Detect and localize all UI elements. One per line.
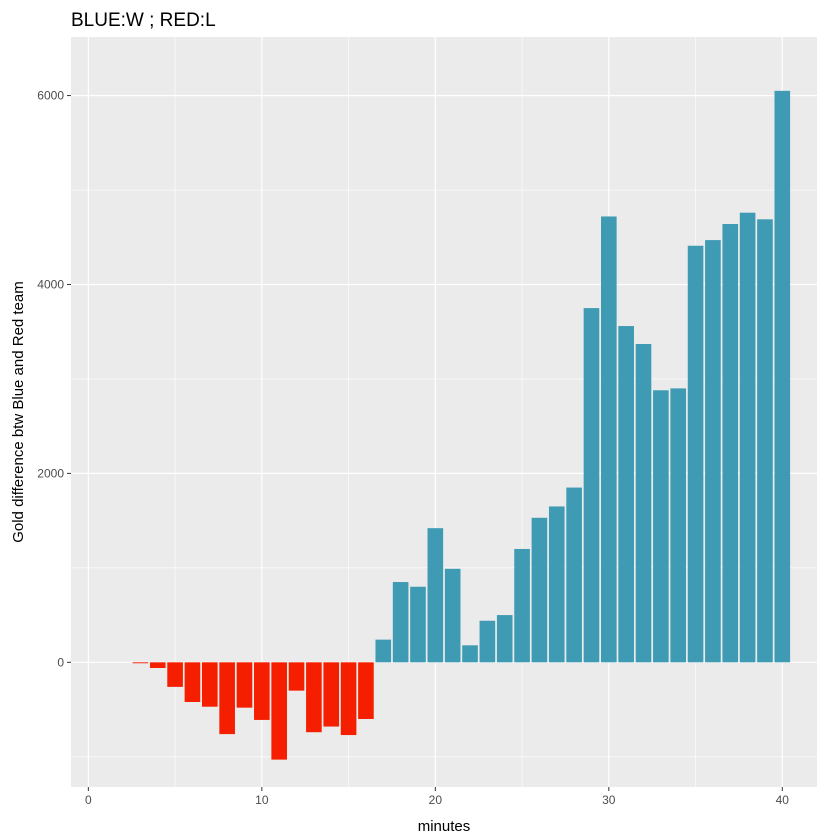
bar-positive xyxy=(653,390,669,663)
bar-positive xyxy=(375,639,392,663)
bar-positive xyxy=(392,582,409,663)
bar-negative xyxy=(167,662,183,687)
x-tick-label: 0 xyxy=(85,793,92,807)
chart-title: BLUE:W ; RED:L xyxy=(71,10,216,31)
bar-positive xyxy=(722,224,739,663)
bar-positive xyxy=(531,517,548,663)
bar-negative xyxy=(149,662,166,668)
bar-negative xyxy=(288,662,305,691)
bar-negative xyxy=(306,662,322,733)
bar-positive xyxy=(514,548,530,663)
bar-positive xyxy=(757,219,773,663)
bar-positive xyxy=(410,586,426,663)
bar-positive xyxy=(462,645,478,663)
x-tick-label: 20 xyxy=(429,793,443,807)
bar-negative xyxy=(271,662,287,760)
bars xyxy=(132,90,791,760)
bar-positive xyxy=(705,240,721,663)
bar-negative xyxy=(236,662,253,708)
y-tick-label: 0 xyxy=(57,655,64,669)
bar-negative xyxy=(184,662,201,702)
x-axis-title: minutes xyxy=(418,818,471,835)
bar-negative xyxy=(358,662,374,719)
bar-negative xyxy=(201,662,218,707)
bar-positive xyxy=(479,620,496,663)
bar-negative xyxy=(340,662,357,736)
bar-positive xyxy=(444,568,461,663)
bar-positive xyxy=(583,308,600,663)
bar-positive xyxy=(566,487,582,663)
bar-positive xyxy=(427,528,444,663)
bar-positive xyxy=(548,506,565,663)
bar-negative xyxy=(323,662,340,727)
y-tick-label: 4000 xyxy=(37,277,64,291)
bar-negative xyxy=(132,662,149,664)
bar-positive xyxy=(774,90,791,663)
x-tick-label: 40 xyxy=(776,793,790,807)
bar-positive xyxy=(601,216,617,663)
bar-positive xyxy=(739,212,756,663)
bar-positive xyxy=(618,326,634,663)
y-tick-label: 6000 xyxy=(37,89,64,103)
bar-positive xyxy=(496,615,513,663)
bar-positive xyxy=(635,343,652,663)
x-tick-label: 10 xyxy=(255,793,269,807)
bar-positive xyxy=(687,245,704,663)
bar-positive xyxy=(670,388,687,663)
y-axis-title: Gold difference btw Blue and Red team xyxy=(10,281,27,543)
bar-negative xyxy=(254,662,270,720)
y-tick-label: 2000 xyxy=(37,466,64,480)
bar-negative xyxy=(219,662,235,735)
axis-ticks: 0 10 20 30 40 0 2000 4000 6000 xyxy=(37,89,789,807)
x-tick-label: 30 xyxy=(602,793,616,807)
